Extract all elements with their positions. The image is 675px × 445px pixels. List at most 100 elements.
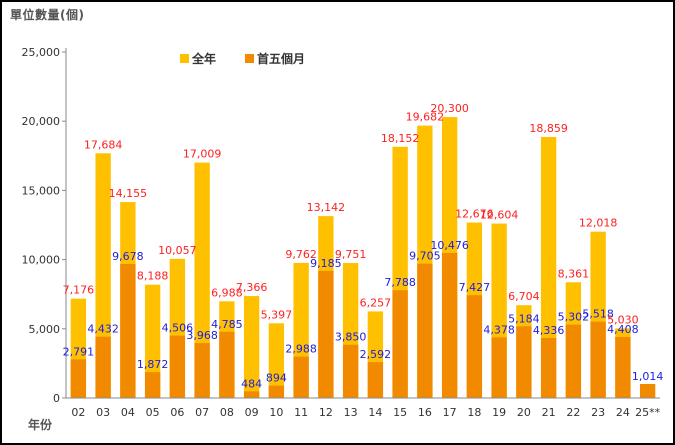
bar-first-five-months	[120, 264, 136, 398]
x-tick-label: 16	[418, 406, 432, 419]
bar-annual	[268, 323, 285, 398]
data-label-first-five-months: 1,872	[137, 358, 169, 371]
x-tick-label: 04	[121, 406, 135, 419]
x-tick-label: 07	[195, 406, 209, 419]
data-label-first-five-months: 4,408	[607, 323, 639, 336]
bar-first-five-months	[367, 362, 384, 398]
x-tick-label: 05	[146, 406, 160, 419]
data-label-first-five-months: 484	[241, 377, 262, 390]
bar-first-five-months	[194, 343, 210, 398]
data-label-first-five-months: 10,476	[430, 239, 469, 252]
data-label-annual: 17,009	[183, 148, 222, 161]
bar-first-five-months	[144, 372, 161, 398]
data-label-first-five-months: 1,014	[632, 370, 664, 383]
data-label-annual: 6,988	[211, 286, 243, 299]
bar-first-five-months	[318, 270, 334, 398]
bar-first-five-months	[95, 336, 111, 398]
data-label-first-five-months: 3,968	[186, 329, 218, 342]
bar-first-five-months	[516, 326, 532, 398]
x-tick-label: 12	[319, 406, 333, 419]
bar-first-five-months	[268, 385, 285, 398]
data-label-first-five-months: 9,185	[310, 257, 342, 270]
x-tick-label: 08	[220, 406, 234, 419]
x-tick-label: 11	[294, 406, 308, 419]
data-label-annual: 12,018	[579, 217, 618, 230]
data-label-annual: 5,397	[261, 308, 293, 321]
y-tick-label: 5,000	[29, 323, 61, 336]
data-label-first-five-months: 4,432	[87, 323, 119, 336]
x-tick-label: 23	[591, 406, 605, 419]
data-label-first-five-months: 7,788	[384, 276, 416, 289]
bar-first-five-months	[70, 359, 87, 398]
data-label-annual: 12,604	[480, 209, 519, 222]
data-label-first-five-months: 5,518	[582, 308, 614, 321]
x-tick-label: 02	[71, 406, 85, 419]
data-label-first-five-months: 9,705	[409, 250, 441, 263]
legend-item-annual: 全年	[180, 50, 216, 67]
data-label-annual: 6,704	[508, 290, 540, 303]
data-label-annual: 7,366	[236, 281, 268, 294]
data-label-annual: 6,257	[360, 296, 392, 309]
data-label-annual: 19,682	[406, 111, 445, 124]
x-tick-label: 03	[96, 406, 110, 419]
bar-annual	[540, 136, 557, 398]
data-label-annual: 14,155	[109, 187, 148, 200]
bar-first-five-months	[342, 344, 359, 398]
data-label-annual: 8,361	[558, 267, 590, 280]
data-label-first-five-months: 4,785	[211, 318, 243, 331]
y-tick-label: 20,000	[22, 115, 61, 128]
data-label-annual: 18,859	[529, 122, 568, 135]
data-label-annual: 13,142	[307, 201, 346, 214]
bar-first-five-months	[219, 331, 235, 398]
data-label-first-five-months: 3,850	[335, 331, 367, 344]
data-label-first-five-months: 894	[266, 372, 287, 385]
chart-title: 單位數量(個)	[10, 8, 85, 22]
bar-first-five-months	[491, 337, 507, 398]
x-tick-label: 19	[492, 406, 506, 419]
data-label-annual: 9,751	[335, 248, 367, 261]
x-tick-label: 13	[344, 406, 358, 419]
data-label-first-five-months: 9,678	[112, 250, 144, 263]
bar-first-five-months	[417, 263, 433, 398]
bar-annual	[194, 162, 210, 398]
bar-first-five-months	[639, 383, 656, 398]
x-tick-label: 24	[616, 406, 630, 419]
bar-first-five-months	[293, 356, 309, 398]
x-tick-label: 25**	[635, 406, 660, 419]
x-tick-label: 09	[245, 406, 259, 419]
data-label-first-five-months: 2,791	[63, 345, 95, 358]
bar-first-five-months	[243, 391, 260, 398]
x-tick-label: 14	[368, 406, 382, 419]
data-label-first-five-months: 4,506	[162, 322, 194, 335]
data-label-annual: 7,176	[63, 284, 95, 297]
bar-first-five-months	[466, 295, 483, 398]
x-axis-title: 年份	[28, 418, 53, 432]
bar-annual	[144, 284, 161, 398]
x-tick-label: 10	[269, 406, 283, 419]
data-label-first-five-months: 4,378	[483, 323, 515, 336]
x-tick-label: 06	[170, 406, 184, 419]
legend-swatch-annual	[180, 54, 189, 63]
y-tick-label: 15,000	[22, 184, 61, 197]
legend-label-first-five-months: 首五個月	[257, 52, 306, 66]
bar-first-five-months	[565, 324, 582, 398]
data-label-first-five-months: 4,336	[533, 324, 565, 337]
bar-first-five-months	[441, 253, 458, 398]
data-label-first-five-months: 5,184	[508, 312, 540, 325]
y-tick-label: 10,000	[22, 254, 61, 267]
data-label-annual: 18,152	[381, 132, 420, 145]
data-label-first-five-months: 2,988	[285, 343, 317, 356]
x-tick-label: 20	[517, 406, 531, 419]
x-tick-label: 17	[443, 406, 457, 419]
y-tick-label: 0	[53, 392, 60, 405]
legend-swatch-first-five-months	[245, 54, 254, 63]
data-label-first-five-months: 5,302	[558, 311, 590, 324]
x-tick-label: 22	[566, 406, 580, 419]
x-tick-label: 15	[393, 406, 407, 419]
data-label-annual: 12,676	[455, 208, 494, 221]
bar-first-five-months	[169, 335, 186, 398]
bar-annual	[243, 296, 260, 398]
data-label-first-five-months: 2,592	[360, 348, 392, 361]
data-label-annual: 8,188	[137, 270, 169, 283]
